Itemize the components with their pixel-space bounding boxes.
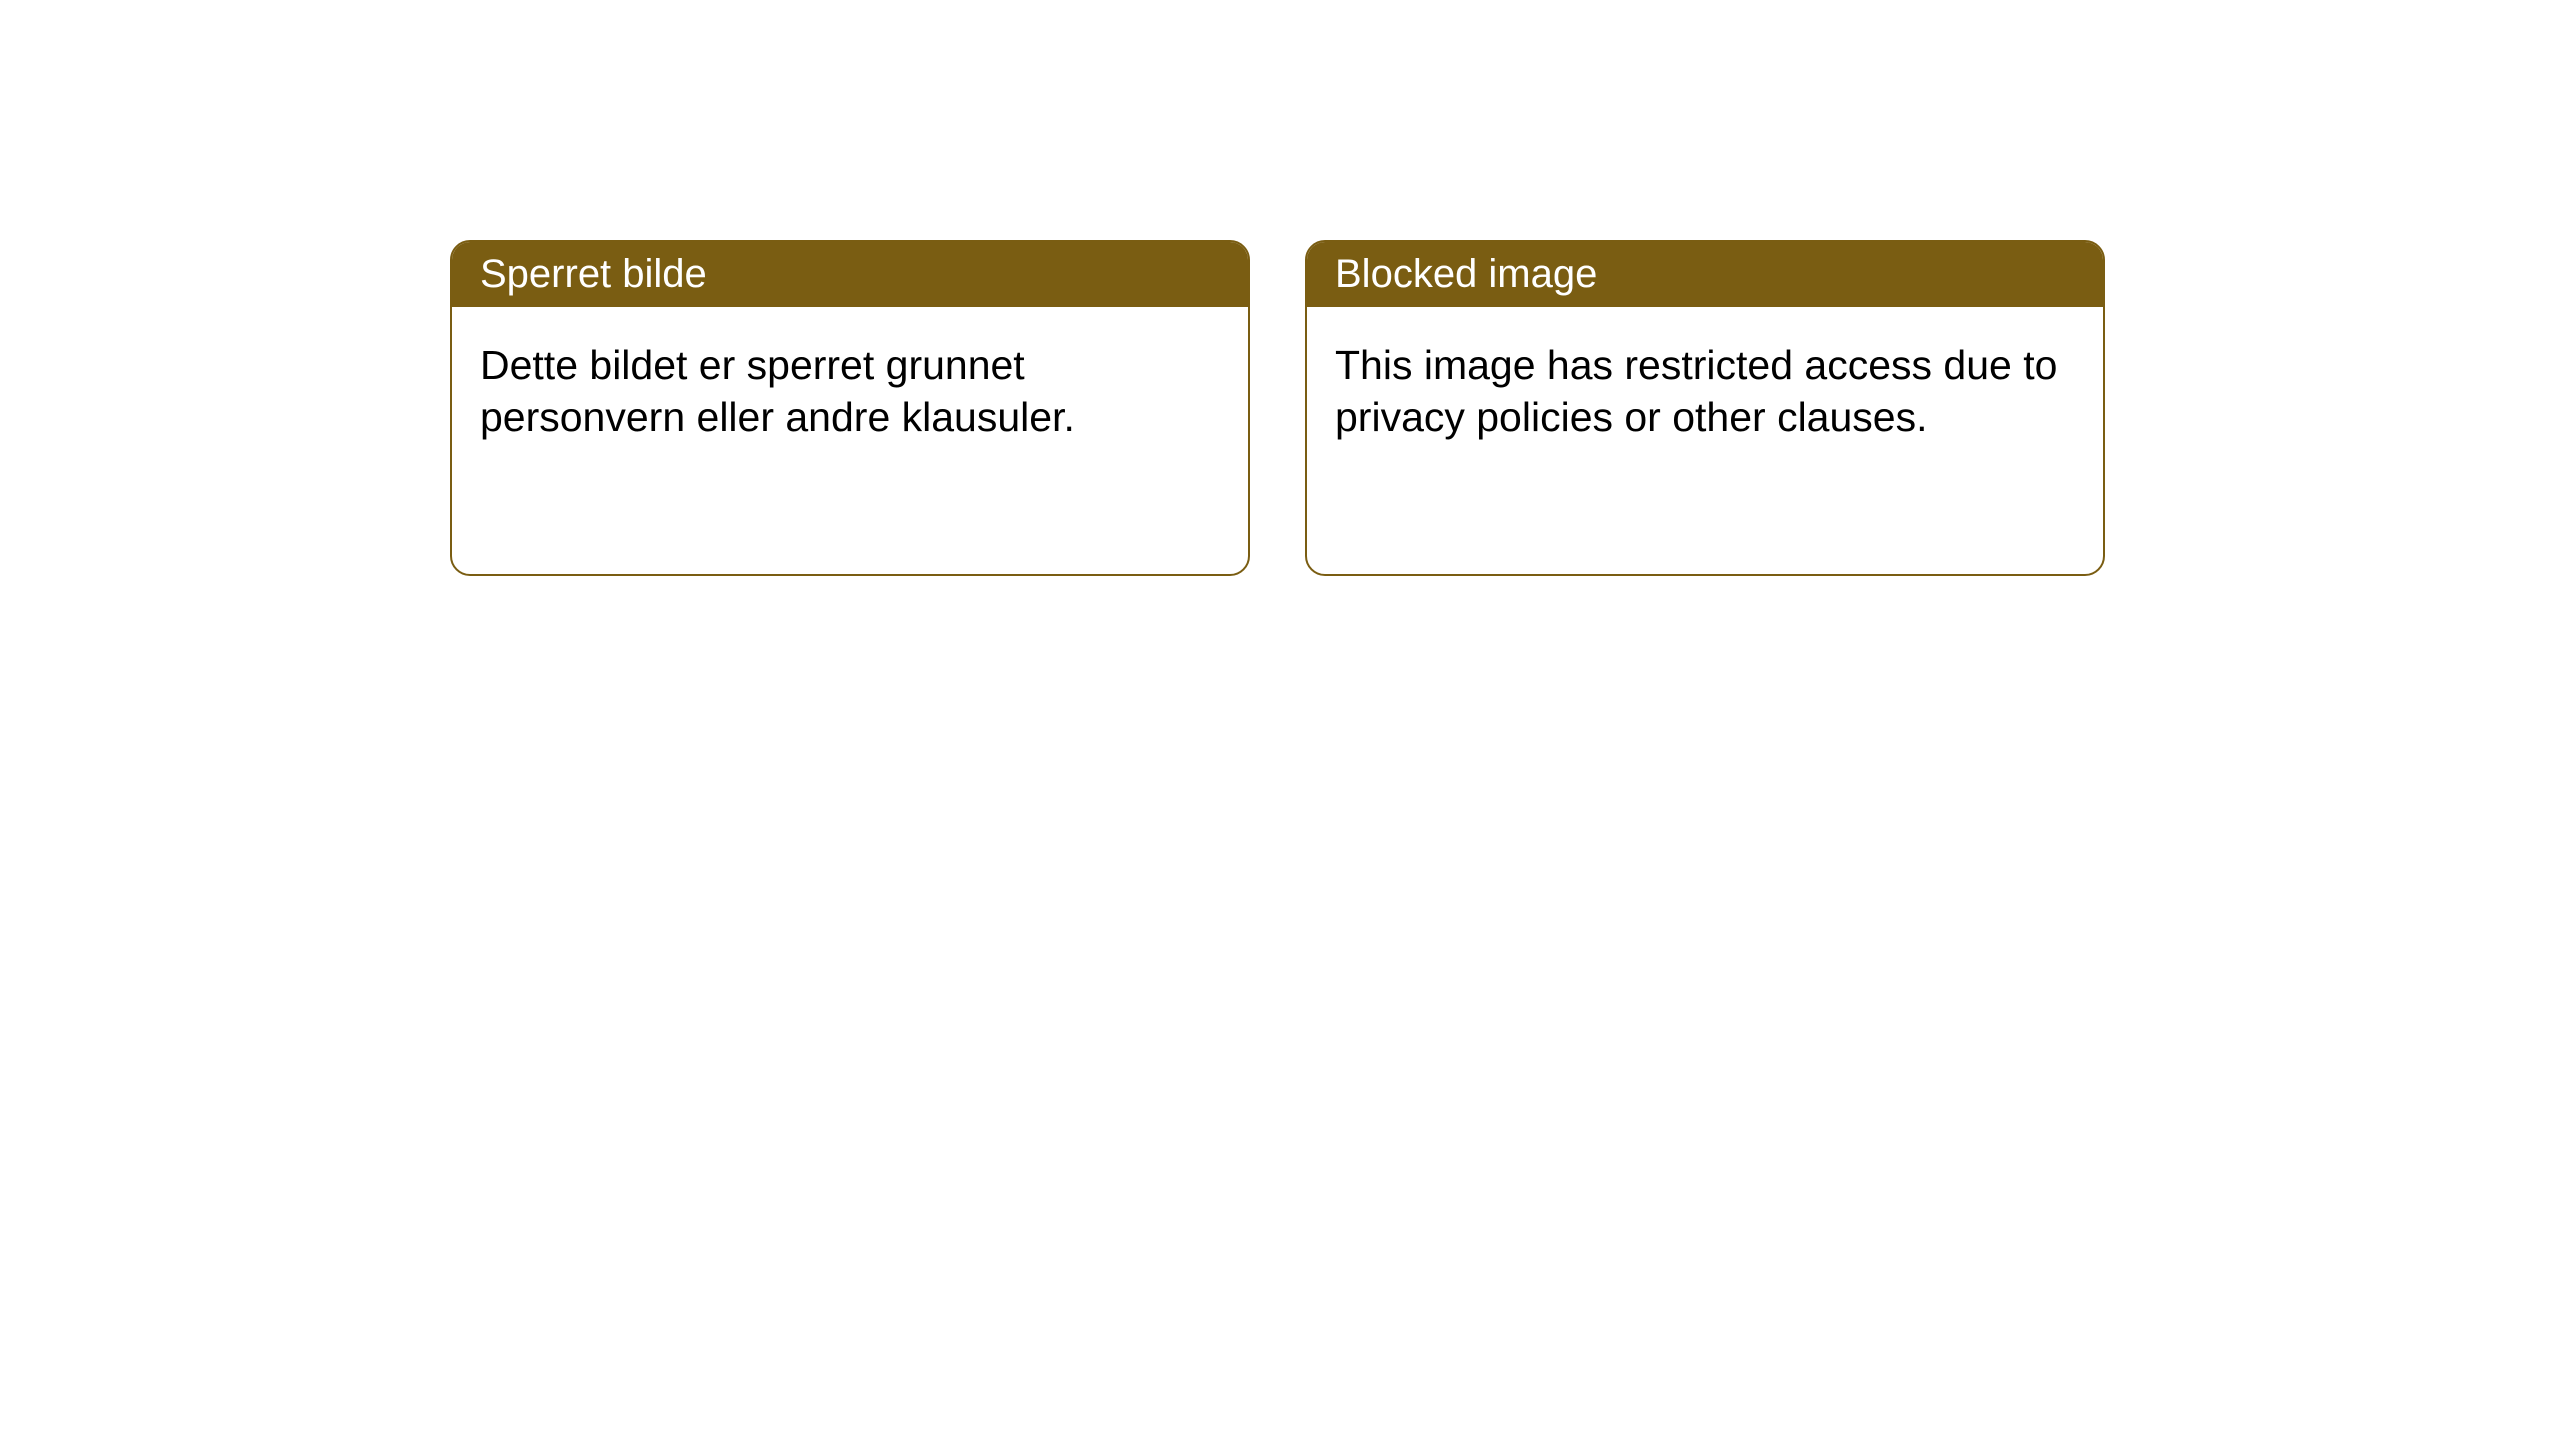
card-header: Blocked image	[1307, 242, 2103, 307]
notice-container: Sperret bilde Dette bildet er sperret gr…	[450, 240, 2105, 576]
card-body: Dette bildet er sperret grunnet personve…	[452, 307, 1248, 476]
card-header: Sperret bilde	[452, 242, 1248, 307]
notice-card-english: Blocked image This image has restricted …	[1305, 240, 2105, 576]
notice-card-norwegian: Sperret bilde Dette bildet er sperret gr…	[450, 240, 1250, 576]
card-body: This image has restricted access due to …	[1307, 307, 2103, 476]
